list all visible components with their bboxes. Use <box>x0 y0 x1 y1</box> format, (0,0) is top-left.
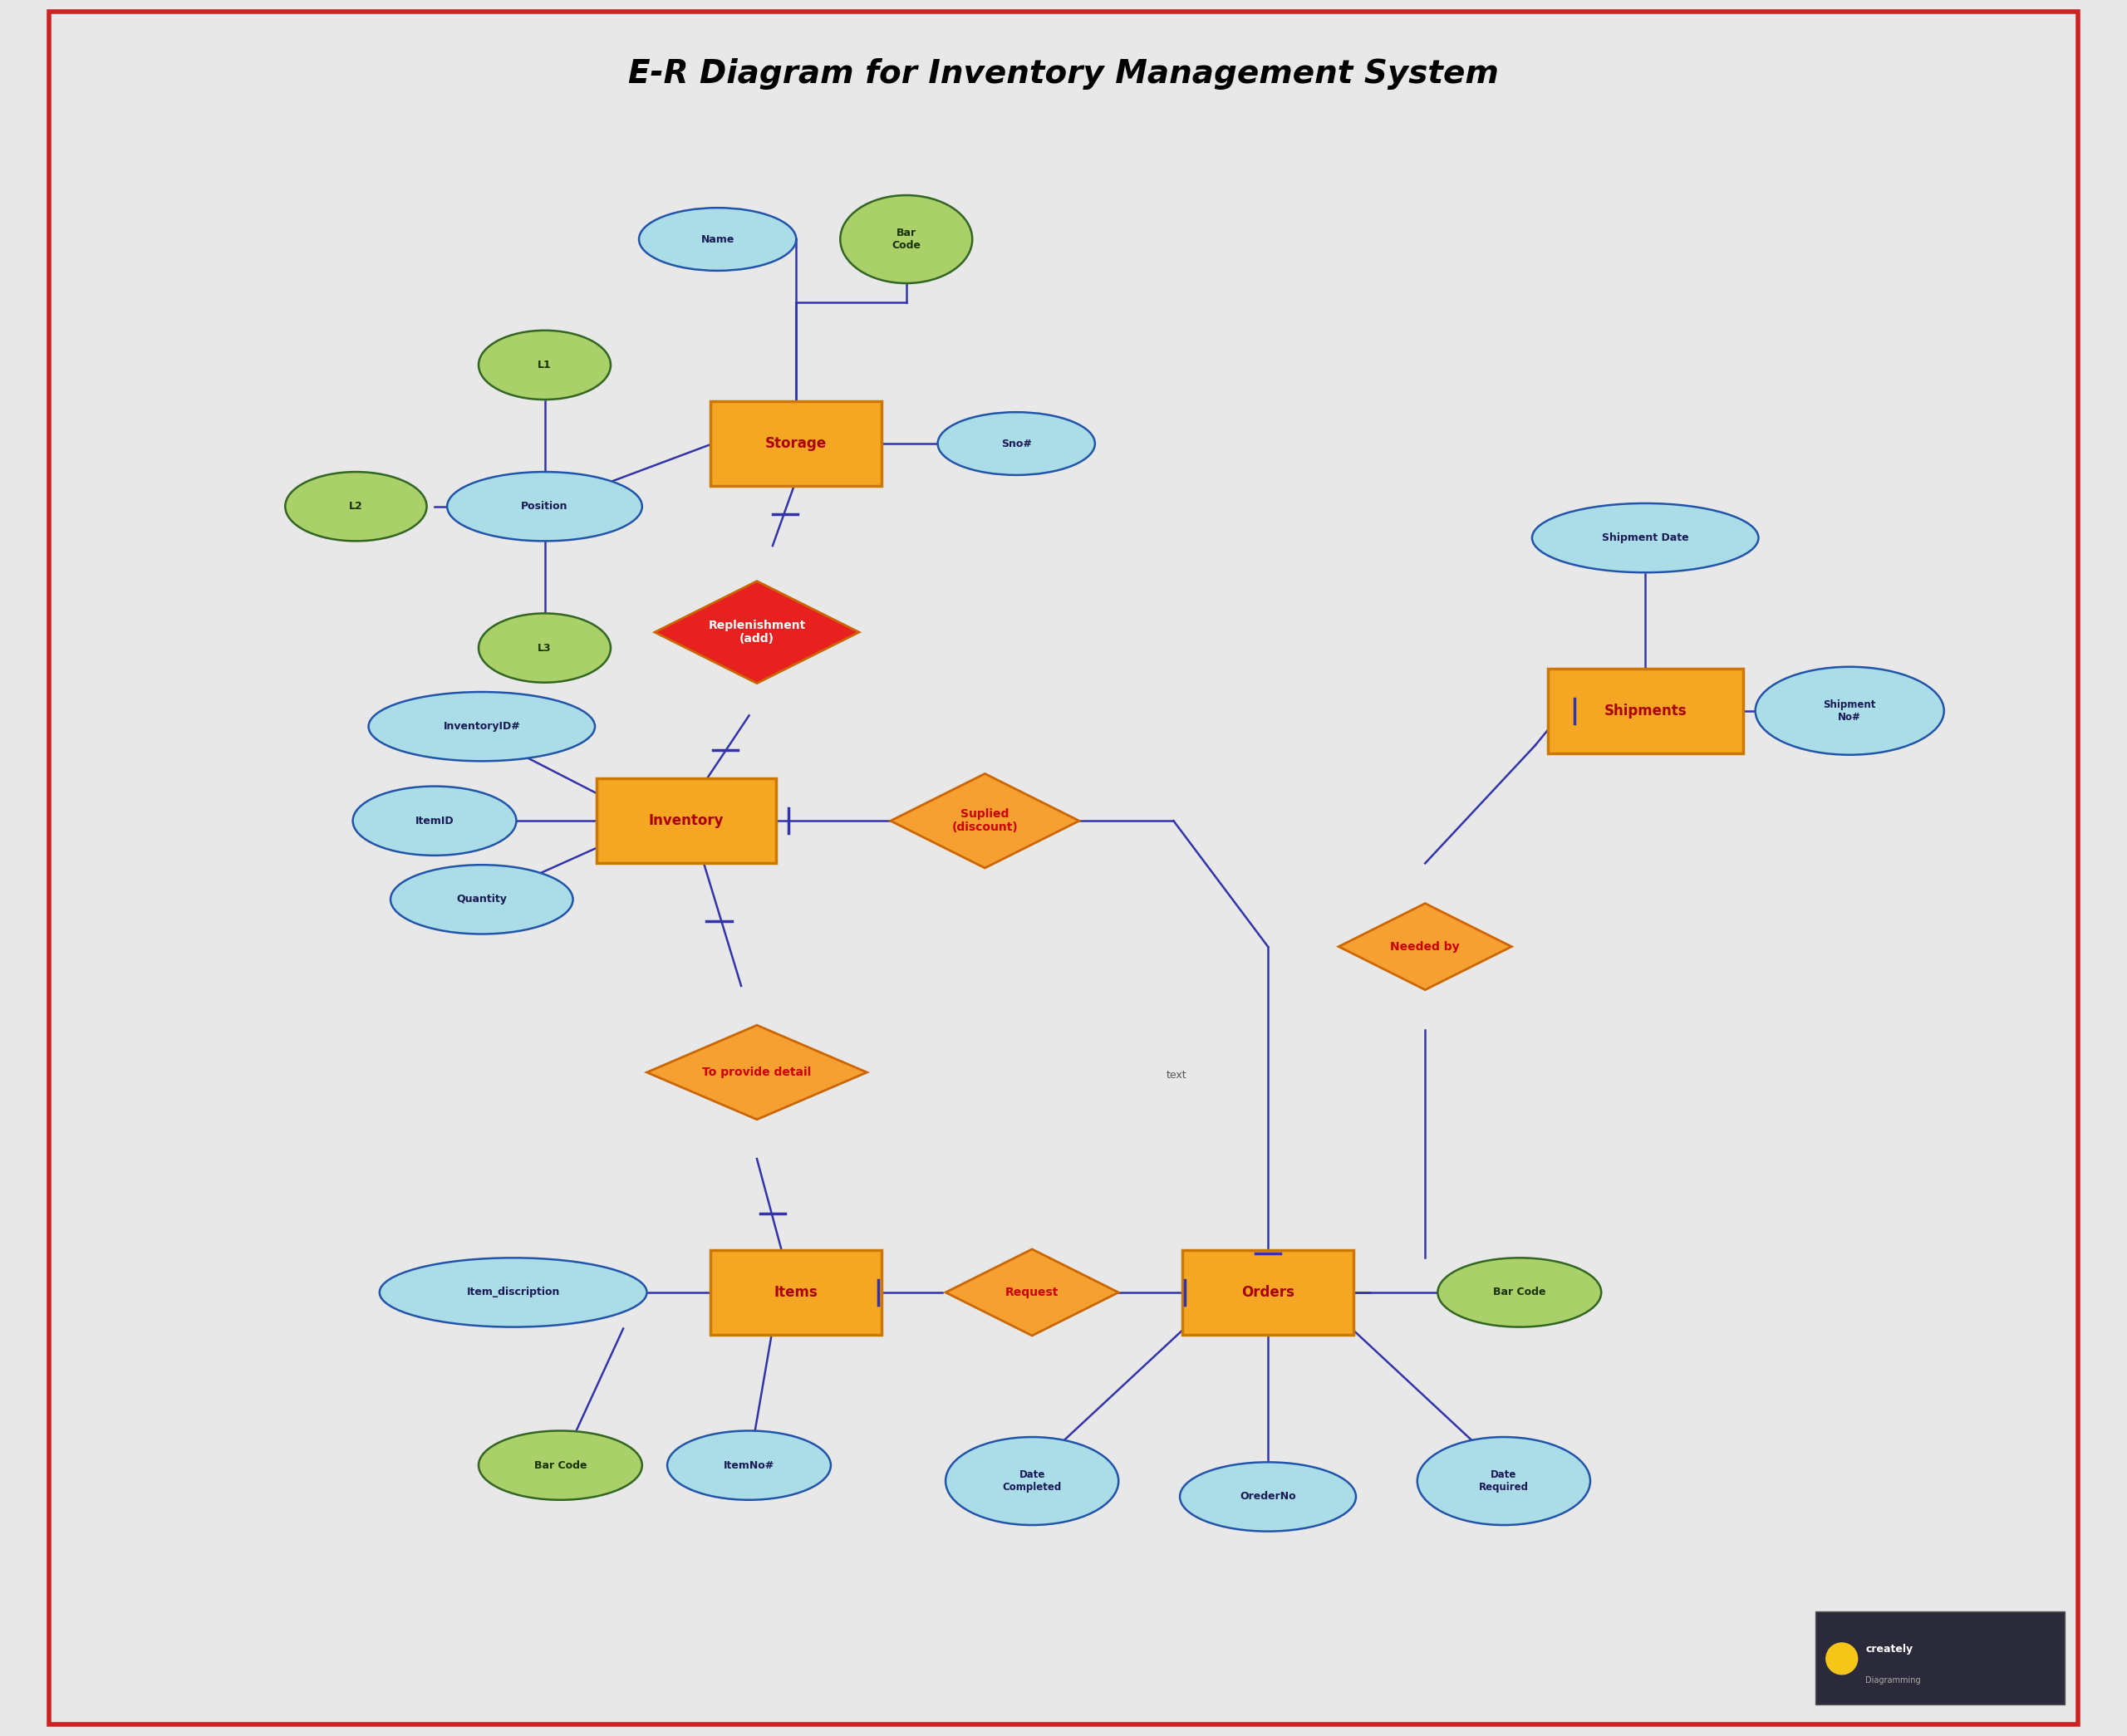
Text: ItemID: ItemID <box>415 816 453 826</box>
Ellipse shape <box>840 194 972 283</box>
FancyBboxPatch shape <box>1548 668 1742 753</box>
Text: Request: Request <box>1006 1286 1059 1299</box>
Ellipse shape <box>638 208 795 271</box>
Text: Item_discription: Item_discription <box>466 1286 559 1299</box>
Text: creately: creately <box>1865 1644 1912 1654</box>
Text: Quantity: Quantity <box>457 894 506 904</box>
Ellipse shape <box>479 330 610 399</box>
Text: text: text <box>1166 1069 1187 1082</box>
Ellipse shape <box>479 1430 642 1500</box>
Polygon shape <box>947 1250 1119 1335</box>
Text: Sno#: Sno# <box>1002 437 1032 450</box>
FancyBboxPatch shape <box>596 778 776 863</box>
Text: Bar
Code: Bar Code <box>891 227 921 252</box>
Ellipse shape <box>1438 1259 1602 1326</box>
Circle shape <box>1827 1642 1857 1675</box>
FancyBboxPatch shape <box>49 12 2078 1724</box>
FancyBboxPatch shape <box>710 1250 883 1335</box>
Ellipse shape <box>1417 1437 1591 1524</box>
Text: OrederNo: OrederNo <box>1240 1491 1295 1502</box>
Text: Replenishment
(add): Replenishment (add) <box>708 620 806 644</box>
Ellipse shape <box>947 1437 1119 1524</box>
Text: ItemNo#: ItemNo# <box>723 1460 774 1470</box>
Polygon shape <box>647 1026 868 1120</box>
Ellipse shape <box>1755 667 1944 755</box>
FancyBboxPatch shape <box>710 401 883 486</box>
Text: Inventory: Inventory <box>649 814 723 828</box>
Ellipse shape <box>285 472 428 542</box>
Text: Name: Name <box>700 234 734 245</box>
Text: L1: L1 <box>538 359 551 370</box>
Polygon shape <box>1338 903 1512 990</box>
Text: Needed by: Needed by <box>1391 941 1459 953</box>
Text: E-R Diagram for Inventory Management System: E-R Diagram for Inventory Management Sys… <box>627 59 1500 90</box>
Text: To provide detail: To provide detail <box>702 1066 810 1078</box>
Text: Bar Code: Bar Code <box>1493 1286 1546 1299</box>
Text: Position: Position <box>521 502 568 512</box>
Ellipse shape <box>1531 503 1759 573</box>
Text: Orders: Orders <box>1242 1285 1295 1300</box>
Ellipse shape <box>368 693 596 760</box>
Text: L2: L2 <box>349 502 364 512</box>
Text: Date
Completed: Date Completed <box>1002 1469 1061 1493</box>
FancyBboxPatch shape <box>1183 1250 1353 1335</box>
Text: Items: Items <box>774 1285 819 1300</box>
Text: Diagramming: Diagramming <box>1865 1677 1921 1686</box>
Ellipse shape <box>938 411 1095 476</box>
Polygon shape <box>891 774 1078 868</box>
Text: Shipments: Shipments <box>1604 703 1687 719</box>
Ellipse shape <box>379 1259 647 1326</box>
Text: Date
Required: Date Required <box>1478 1469 1529 1493</box>
Text: Shipment Date: Shipment Date <box>1602 533 1689 543</box>
Ellipse shape <box>479 613 610 682</box>
Ellipse shape <box>353 786 517 856</box>
Ellipse shape <box>668 1430 832 1500</box>
Text: Storage: Storage <box>766 436 827 451</box>
Polygon shape <box>655 582 859 684</box>
Text: L3: L3 <box>538 642 551 653</box>
Text: Shipment
No#: Shipment No# <box>1823 700 1876 722</box>
Ellipse shape <box>391 865 572 934</box>
Text: Bar Code: Bar Code <box>534 1460 587 1470</box>
Ellipse shape <box>447 472 642 542</box>
Ellipse shape <box>1180 1462 1355 1531</box>
Text: InventoryID#: InventoryID# <box>442 720 521 733</box>
FancyBboxPatch shape <box>1814 1611 2065 1705</box>
Text: Suplied
(discount): Suplied (discount) <box>951 809 1019 833</box>
